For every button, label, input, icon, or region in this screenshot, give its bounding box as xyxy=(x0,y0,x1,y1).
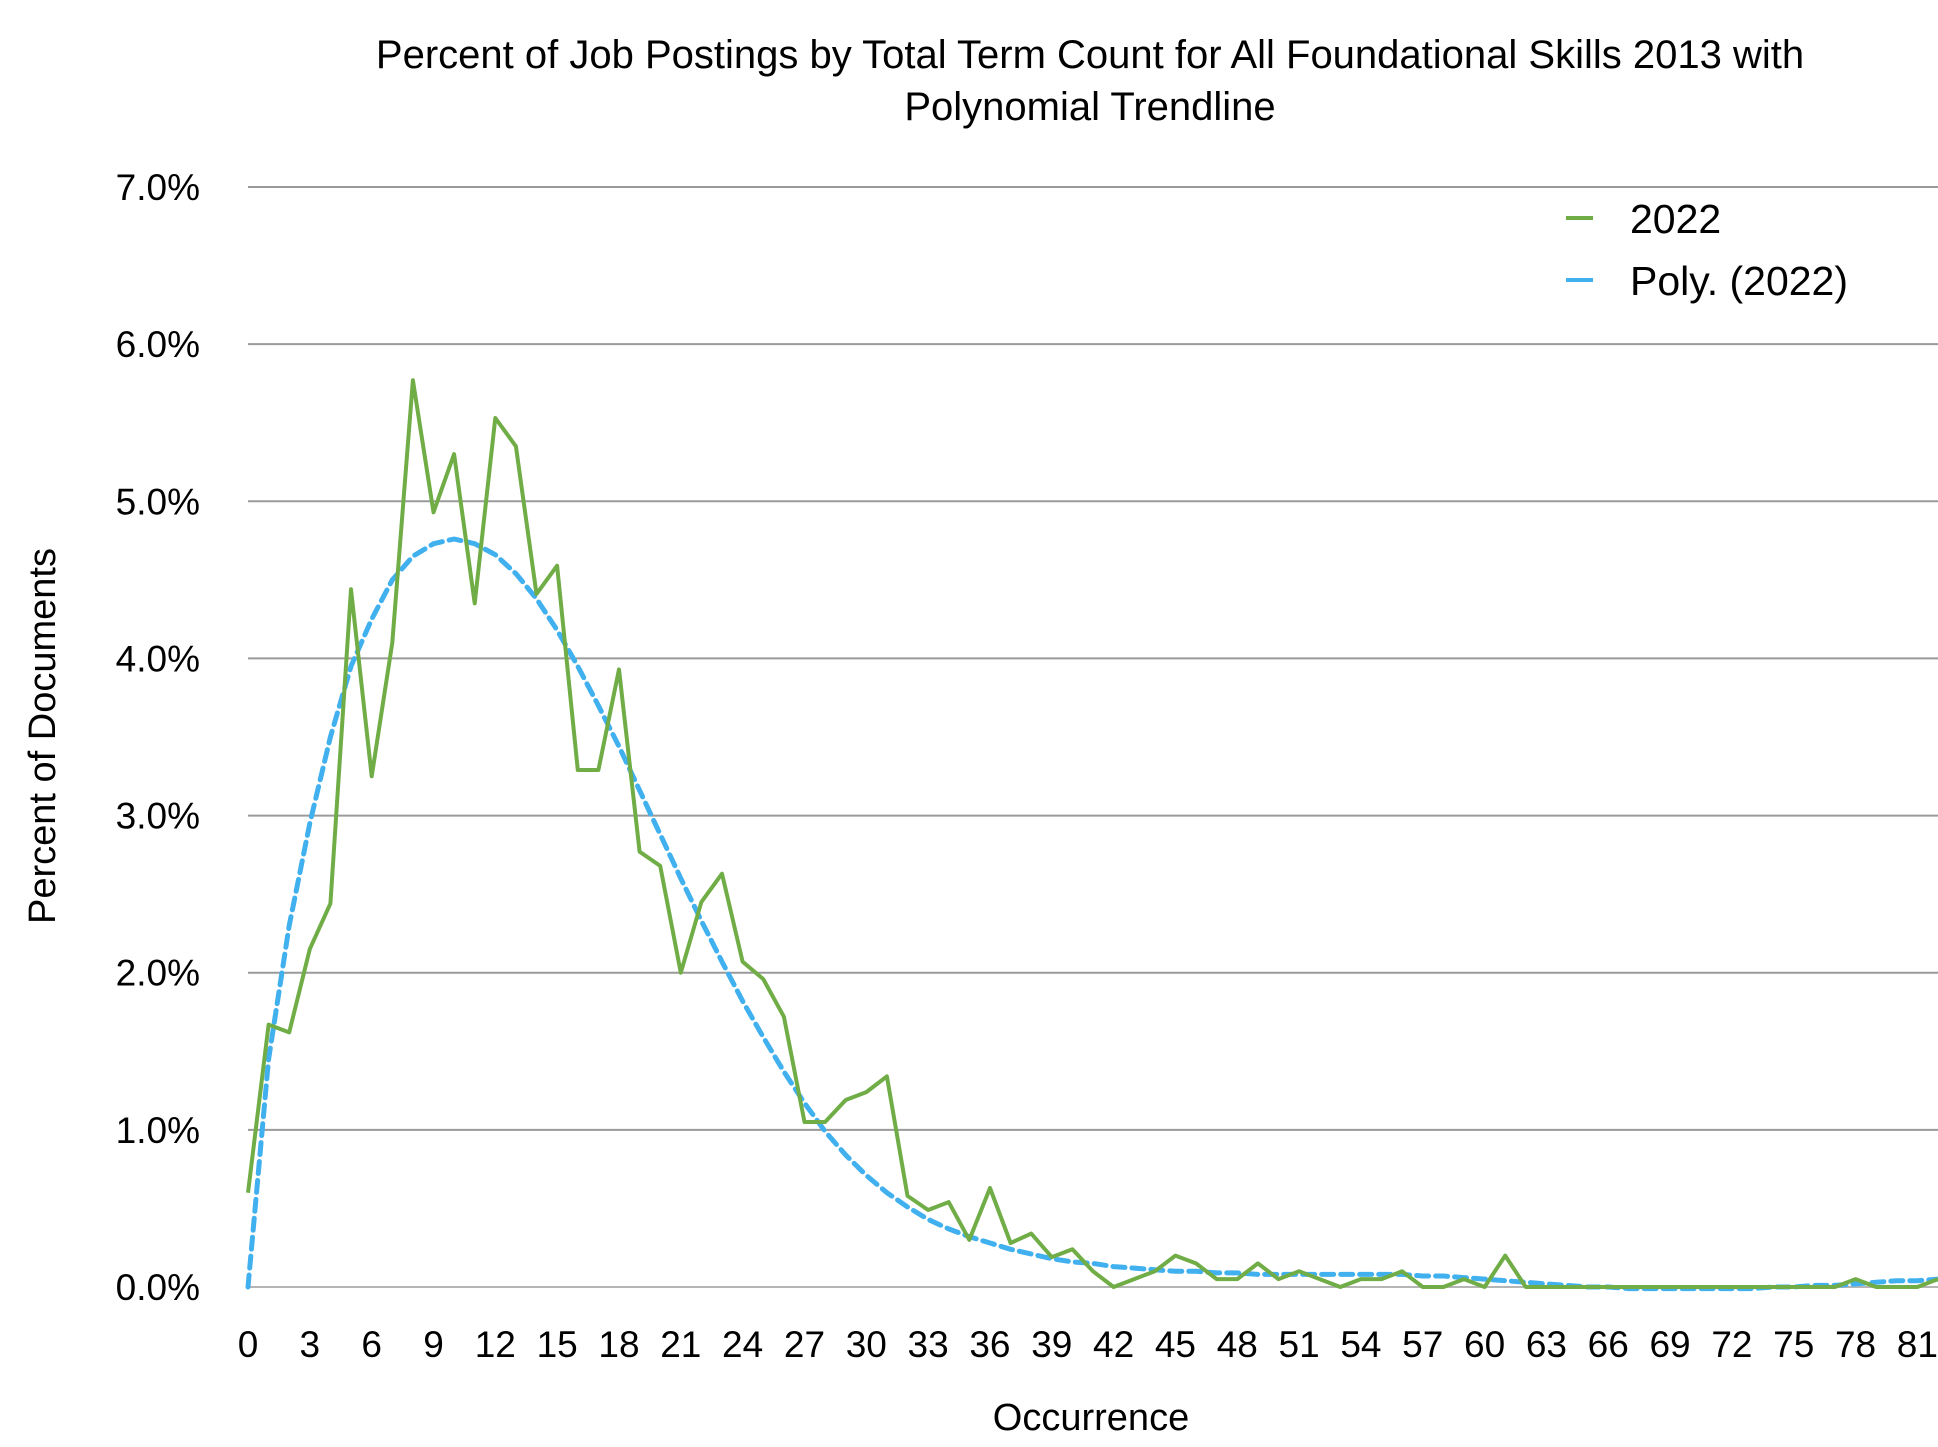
x-tick-label: 60 xyxy=(1464,1324,1505,1365)
x-tick-label: 69 xyxy=(1649,1324,1690,1365)
x-tick-label: 6 xyxy=(361,1324,382,1365)
x-axis-ticks: 0 3 6 9 12 15 18 21 24 27 30 33 36 39 42 45 48 51 54 57 60 63… xyxy=(238,1324,1938,1365)
legend-item-poly-2022: Poly. (2022) xyxy=(1566,258,1848,304)
legend-label-2022: 2022 xyxy=(1630,196,1721,242)
y-tick-label: 0.0% xyxy=(116,1267,200,1308)
x-tick-label: 15 xyxy=(537,1324,578,1365)
y-tick-label: 4.0% xyxy=(116,638,200,679)
x-axis-title: Occurrence xyxy=(993,1397,1189,1439)
series-line-2022 xyxy=(246,378,1938,1289)
y-tick-label: 3.0% xyxy=(116,796,200,837)
x-tick-label: 72 xyxy=(1711,1324,1752,1365)
y-tick-label: 1.0% xyxy=(116,1110,200,1151)
x-tick-label: 27 xyxy=(784,1324,825,1365)
chart-title-line-2: Polynomial Trendline xyxy=(904,85,1275,129)
x-tick-label: 54 xyxy=(1340,1324,1381,1365)
x-tick-label: 0 xyxy=(238,1324,259,1365)
chart-title-line-1: Percent of Job Postings by Total Term Co… xyxy=(376,33,1804,77)
x-tick-label: 39 xyxy=(1031,1324,1072,1365)
x-tick-label: 81 xyxy=(1897,1324,1938,1365)
x-tick-label: 24 xyxy=(722,1324,763,1365)
x-tick-label: 9 xyxy=(423,1324,444,1365)
x-tick-label: 12 xyxy=(475,1324,516,1365)
x-tick-label: 36 xyxy=(969,1324,1010,1365)
y-tick-label: 6.0% xyxy=(116,324,200,365)
y-axis-title: Percent of Documents xyxy=(22,548,64,924)
legend-item-2022: 2022 xyxy=(1566,196,1721,242)
trendline-poly-2022 xyxy=(245,536,1938,1292)
x-tick-label: 75 xyxy=(1773,1324,1814,1365)
legend: 2022 Poly. (2022) xyxy=(1566,196,1848,304)
x-tick-label: 3 xyxy=(300,1324,321,1365)
legend-label-poly-2022: Poly. (2022) xyxy=(1630,258,1848,304)
series-lines xyxy=(245,378,1938,1292)
x-tick-label: 21 xyxy=(660,1324,701,1365)
x-tick-label: 63 xyxy=(1526,1324,1567,1365)
y-tick-label: 7.0% xyxy=(116,167,200,208)
x-tick-label: 57 xyxy=(1402,1324,1443,1365)
y-axis-ticks: 0.0% 1.0% 2.0% 3.0% 4.0% 5.0% 6.0% 7.0% xyxy=(116,167,200,1308)
y-tick-label: 5.0% xyxy=(116,481,200,522)
x-tick-label: 48 xyxy=(1217,1324,1258,1365)
x-tick-label: 66 xyxy=(1588,1324,1629,1365)
x-tick-label: 51 xyxy=(1279,1324,1320,1365)
x-tick-label: 78 xyxy=(1835,1324,1876,1365)
x-tick-label: 30 xyxy=(846,1324,887,1365)
gridlines xyxy=(248,186,1938,1288)
y-tick-label: 2.0% xyxy=(116,953,200,994)
x-tick-label: 45 xyxy=(1155,1324,1196,1365)
x-tick-label: 42 xyxy=(1093,1324,1134,1365)
x-tick-label: 33 xyxy=(908,1324,949,1365)
x-tick-label: 18 xyxy=(598,1324,639,1365)
